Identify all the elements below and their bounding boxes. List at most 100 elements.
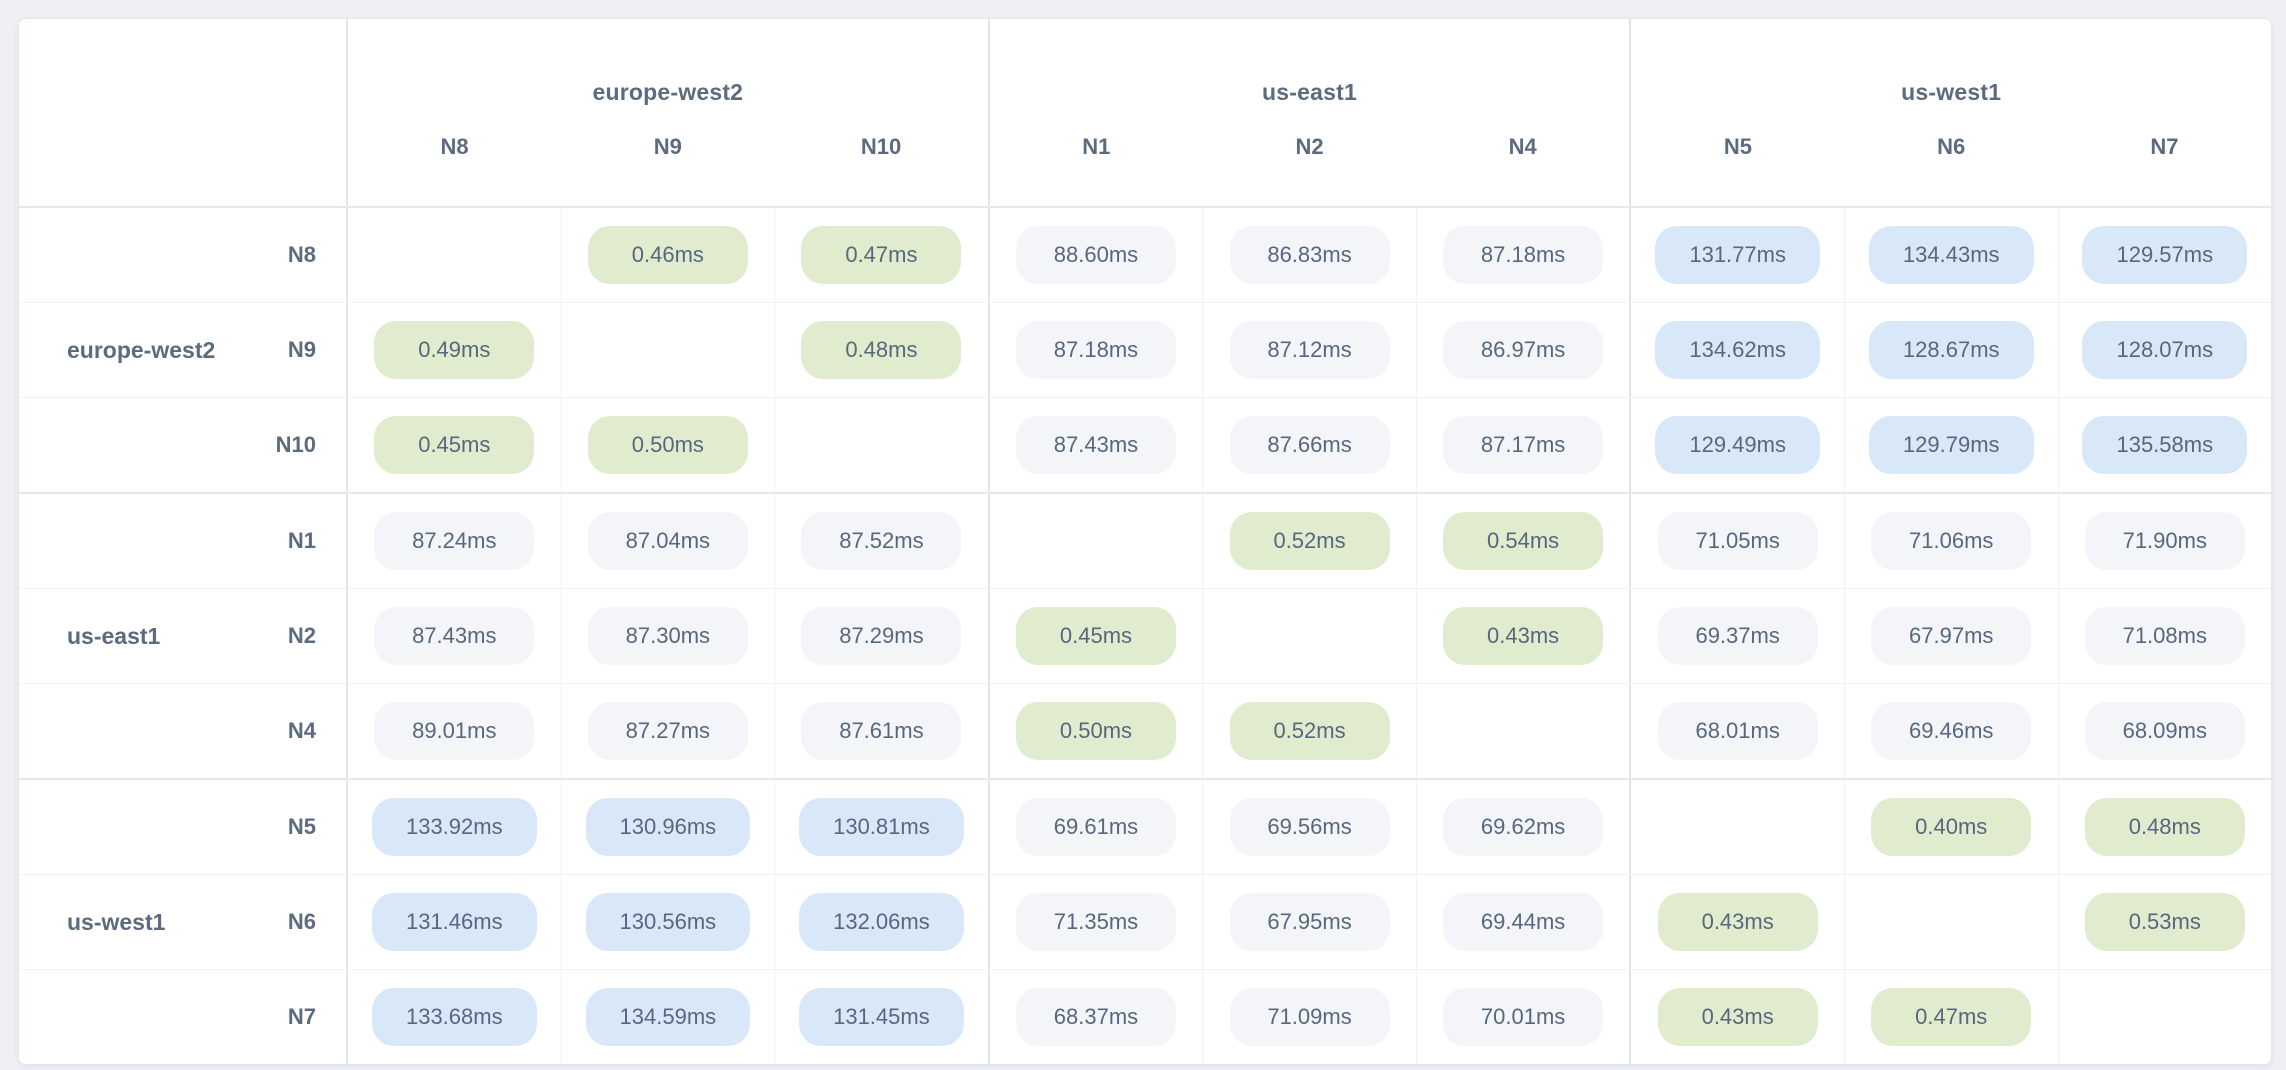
latency-value-pill[interactable]: 130.81ms <box>799 798 964 856</box>
latency-value-pill[interactable]: 87.18ms <box>1015 321 1176 379</box>
latency-value-pill[interactable]: 71.05ms <box>1657 512 1818 570</box>
latency-value-pill[interactable]: 71.35ms <box>1015 893 1176 951</box>
latency-value-pill[interactable]: 133.92ms <box>371 798 537 856</box>
row-header: N10 <box>19 398 346 492</box>
latency-value-pill[interactable]: 0.50ms <box>587 416 748 474</box>
latency-value-pill[interactable]: 88.60ms <box>1015 226 1176 284</box>
latency-value-pill[interactable]: 87.27ms <box>587 702 748 760</box>
latency-value-pill[interactable]: 68.01ms <box>1657 702 1818 760</box>
latency-value-pill[interactable]: 69.61ms <box>1015 798 1176 856</box>
latency-value-pill[interactable]: 0.45ms <box>374 416 535 474</box>
latency-value-pill[interactable]: 71.09ms <box>1229 988 1390 1046</box>
latency-value-pill[interactable]: 87.30ms <box>587 607 748 665</box>
latency-value-pill[interactable]: 0.52ms <box>1229 512 1390 570</box>
latency-value-pill[interactable]: 128.07ms <box>2082 321 2248 379</box>
column-node-row: N8 N9 N10 <box>348 134 988 160</box>
latency-cell-n8-n9: 0.46ms <box>560 208 775 302</box>
latency-value-pill[interactable]: 129.57ms <box>2082 226 2248 284</box>
latency-value-pill[interactable]: 0.48ms <box>801 321 962 379</box>
latency-cell-n10-n6: 129.79ms <box>1843 398 2058 492</box>
latency-value-pill[interactable]: 68.09ms <box>2084 702 2245 760</box>
column-node-label: N1 <box>1082 134 1111 159</box>
latency-value-pill[interactable]: 0.47ms <box>801 226 962 284</box>
latency-value-pill[interactable]: 87.04ms <box>587 512 748 570</box>
latency-value-pill[interactable]: 71.08ms <box>2084 607 2245 665</box>
latency-value-pill[interactable]: 135.58ms <box>2082 416 2248 474</box>
latency-value-pill[interactable]: 134.59ms <box>585 988 751 1046</box>
latency-value-pill[interactable]: 71.90ms <box>2084 512 2245 570</box>
row-header: us-east1 N2 <box>19 589 346 683</box>
latency-value-pill[interactable]: 131.45ms <box>799 988 964 1046</box>
latency-value-pill[interactable]: 129.49ms <box>1655 416 1820 474</box>
latency-value-pill[interactable]: 69.56ms <box>1229 798 1390 856</box>
latency-value-pill[interactable]: 69.62ms <box>1443 798 1604 856</box>
latency-value-pill[interactable]: 69.44ms <box>1443 893 1604 951</box>
latency-value-pill[interactable]: 69.46ms <box>1871 702 2032 760</box>
latency-cell-n5-n2: 69.56ms <box>1202 780 1416 874</box>
latency-value-pill[interactable]: 134.43ms <box>1868 226 2034 284</box>
latency-value-pill[interactable]: 67.95ms <box>1229 893 1390 951</box>
latency-value-pill[interactable]: 68.37ms <box>1015 988 1176 1046</box>
latency-value-pill[interactable]: 0.40ms <box>1871 798 2032 856</box>
latency-cell-n7-n10: 131.45ms <box>774 970 988 1064</box>
latency-value-pill[interactable]: 87.29ms <box>801 607 962 665</box>
latency-value-pill[interactable]: 71.06ms <box>1871 512 2032 570</box>
latency-value-pill[interactable]: 0.47ms <box>1871 988 2032 1046</box>
latency-cell-n6-n8: 131.46ms <box>346 875 561 969</box>
latency-value-pill[interactable]: 67.97ms <box>1871 607 2032 665</box>
latency-cell-n10-n1: 87.43ms <box>987 398 1203 492</box>
latency-value-pill[interactable]: 133.68ms <box>371 988 537 1046</box>
latency-value-pill[interactable]: 128.67ms <box>1868 321 2034 379</box>
latency-value-pill[interactable]: 0.54ms <box>1443 512 1604 570</box>
latency-value-pill[interactable]: 131.46ms <box>371 893 537 951</box>
latency-value-pill[interactable]: 130.96ms <box>585 798 751 856</box>
latency-value-pill[interactable]: 87.52ms <box>801 512 962 570</box>
latency-cell-n1-n8: 87.24ms <box>346 494 561 588</box>
latency-value-pill[interactable]: 87.43ms <box>374 607 535 665</box>
latency-cell-n4-n5: 68.01ms <box>1629 684 1844 778</box>
matrix-row-n7: N7 133.68ms 134.59ms 131.45ms 68.37ms 71.09ms… <box>19 969 2271 1064</box>
latency-value-pill[interactable]: 87.24ms <box>374 512 535 570</box>
latency-value-pill[interactable]: 0.49ms <box>374 321 535 379</box>
latency-value-pill[interactable]: 0.53ms <box>2084 893 2245 951</box>
latency-cell-n9-n4: 86.97ms <box>1415 303 1630 397</box>
latency-cell-n9-n1: 87.18ms <box>987 303 1203 397</box>
latency-value-pill[interactable]: 0.43ms <box>1443 607 1604 665</box>
latency-value-pill[interactable]: 87.43ms <box>1015 416 1176 474</box>
latency-value-pill[interactable]: 129.79ms <box>1868 416 2034 474</box>
latency-value-pill[interactable]: 134.62ms <box>1655 321 1820 379</box>
latency-value-pill[interactable]: 87.12ms <box>1229 321 1390 379</box>
latency-value-pill[interactable]: 87.66ms <box>1229 416 1390 474</box>
latency-value-pill[interactable]: 130.56ms <box>585 893 751 951</box>
latency-value-pill[interactable]: 0.50ms <box>1015 702 1176 760</box>
row-header: europe-west2 N9 <box>19 303 346 397</box>
latency-value-pill[interactable]: 87.61ms <box>801 702 962 760</box>
matrix-row-n2: us-east1 N2 87.43ms 87.30ms 87.29ms 0.45ms 0.4… <box>19 588 2271 683</box>
latency-value-pill[interactable]: 131.77ms <box>1655 226 1820 284</box>
latency-value-pill[interactable]: 69.37ms <box>1657 607 1818 665</box>
latency-value-pill[interactable]: 0.43ms <box>1657 988 1818 1046</box>
latency-value-pill[interactable]: 0.45ms <box>1015 607 1176 665</box>
latency-value-pill[interactable]: 87.18ms <box>1443 226 1604 284</box>
latency-value-pill[interactable]: 89.01ms <box>374 702 535 760</box>
row-node-label: N10 <box>275 432 316 457</box>
latency-value-pill[interactable]: 0.43ms <box>1657 893 1818 951</box>
latency-cell-n5-n6: 0.40ms <box>1843 780 2058 874</box>
latency-cell-n8-n1: 88.60ms <box>987 208 1203 302</box>
latency-value-pill[interactable]: 0.52ms <box>1229 702 1390 760</box>
row-node-label: N6 <box>287 909 316 934</box>
row-header: N1 <box>19 494 346 588</box>
latency-cell-n2-n10: 87.29ms <box>774 589 988 683</box>
latency-value-pill[interactable]: 70.01ms <box>1443 988 1604 1046</box>
latency-cell-n5-n8: 133.92ms <box>346 780 561 874</box>
latency-value-pill[interactable]: 87.17ms <box>1443 416 1604 474</box>
latency-value-pill[interactable]: 132.06ms <box>799 893 964 951</box>
latency-value-pill[interactable]: 86.83ms <box>1229 226 1390 284</box>
latency-value-pill[interactable]: 86.97ms <box>1443 321 1604 379</box>
latency-value-pill[interactable]: 0.46ms <box>587 226 748 284</box>
latency-cell-n8-n4: 87.18ms <box>1415 208 1630 302</box>
latency-cell-n8-n5: 131.77ms <box>1629 208 1844 302</box>
row-group-label: us-west1 <box>67 908 166 935</box>
latency-cell-n7-n6: 0.47ms <box>1843 970 2058 1064</box>
latency-value-pill[interactable]: 0.48ms <box>2084 798 2245 856</box>
